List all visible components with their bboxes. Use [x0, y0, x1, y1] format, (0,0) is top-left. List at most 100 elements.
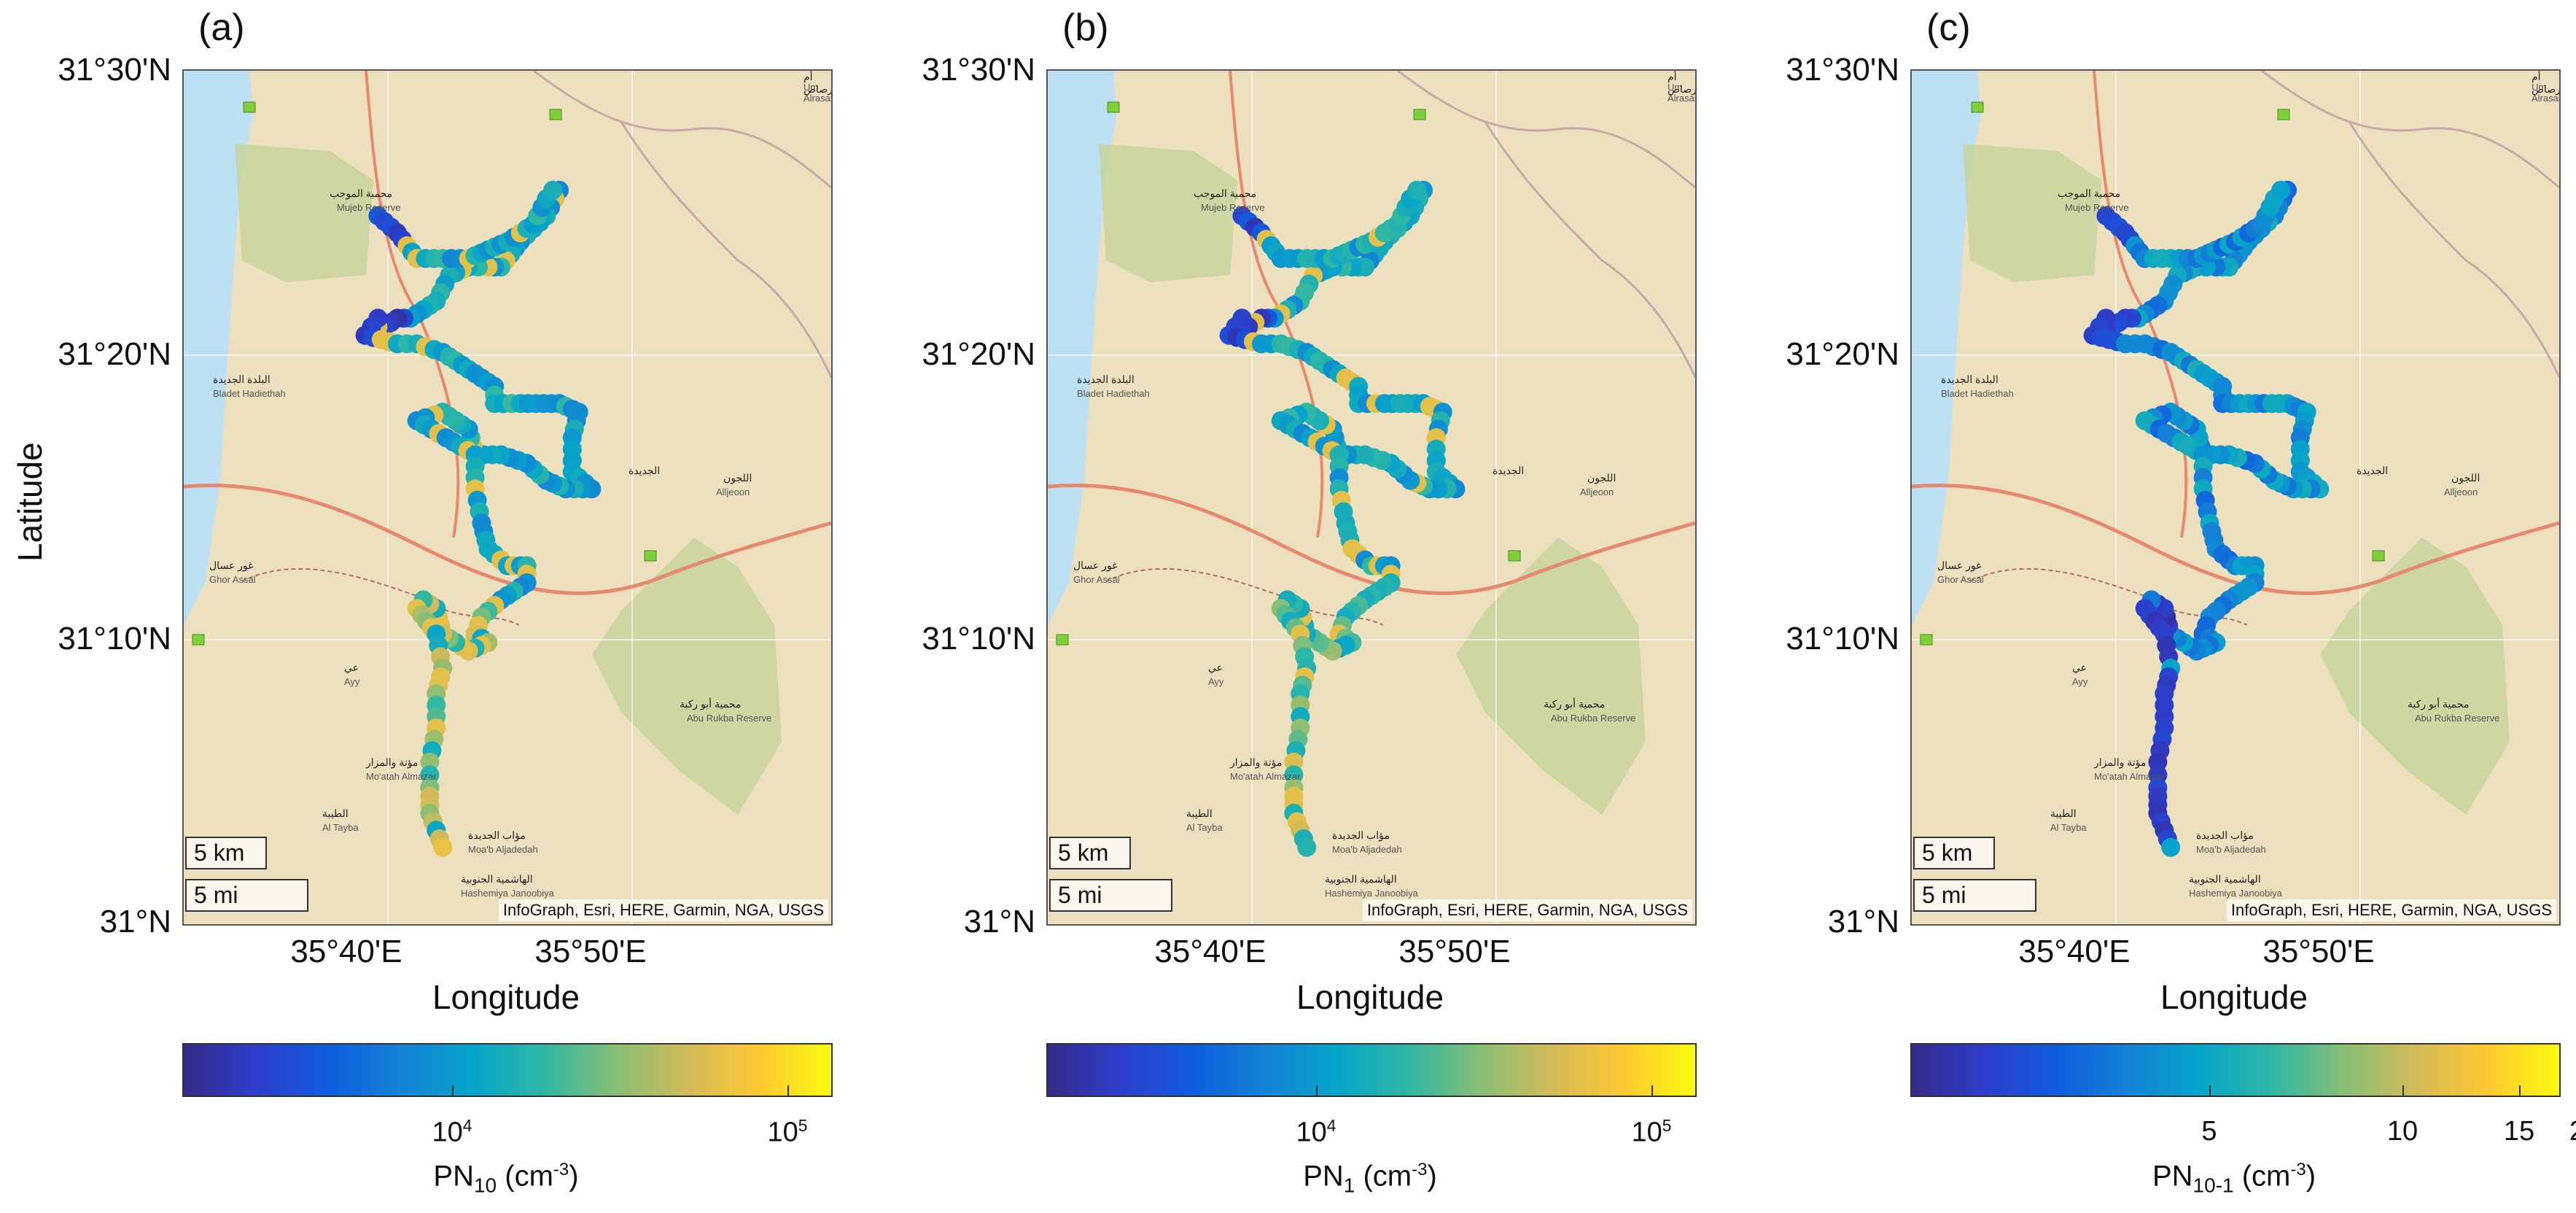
- longitude-tick-label: 35°40'E: [2018, 934, 2131, 969]
- longitude-tick-label: 35°50'E: [1398, 934, 1511, 969]
- highway-shield-icon: [644, 550, 657, 562]
- place-label: Ayy: [1208, 676, 1224, 687]
- colorbar-tick-label: 104: [432, 1116, 472, 1148]
- place-label: Mo'atah Almazar: [2094, 771, 2165, 782]
- place-label-arabic: الجديدة: [629, 465, 661, 476]
- secondary-road: [1484, 121, 1695, 378]
- place-label-arabic: أم الرصاص: [1668, 71, 1695, 95]
- panel-letter: (b): [1062, 7, 1109, 49]
- basemap[interactable]: Bladet Hadiethah Ghor Assal Alljeoon Ayy Mo'…: [1910, 69, 2561, 926]
- place-label: Ghor Assal: [1073, 574, 1120, 585]
- highway-shield-icon: [549, 109, 562, 120]
- place-label: Al Tayba: [322, 822, 359, 833]
- place-label-arabic: الطيبة: [322, 807, 349, 819]
- colorbar-tick-label: 20: [2569, 1116, 2576, 1147]
- place-label-arabic: اللجون: [723, 472, 752, 484]
- place-label: Um Alrasas: [803, 82, 833, 104]
- map-panel-2: (b) 31°30'N 31°20'N 31°10'N 31°N 35°40'E 35°50…: [864, 0, 1697, 1213]
- place-label-arabic: اللجون: [1587, 472, 1616, 484]
- scale-bar-mi: 5 mi: [185, 879, 308, 912]
- colorbar-label: PN1 (cm-3): [1303, 1160, 1437, 1197]
- place-label-arabic: مؤتة والمزار: [366, 756, 419, 768]
- colorbar: [1046, 1043, 1697, 1097]
- basemap[interactable]: Bladet Hadiethah Ghor Assal Alljeoon Ayy Mo'…: [182, 69, 833, 926]
- x-axis-label: Longitude: [1296, 978, 1444, 1016]
- place-label-arabic: محمية الموجب: [1194, 187, 1257, 199]
- place-label: Abu Rukba Reserve: [1551, 713, 1636, 724]
- place-label: Alljeoon: [716, 487, 750, 497]
- latitude-tick-label: 31°10'N: [1786, 621, 1899, 656]
- latitude-tick-label: 31°20'N: [922, 336, 1035, 372]
- measurement-point: [543, 180, 563, 200]
- abu-rukba-reserve-area: [592, 538, 782, 815]
- place-label-arabic: مؤتة والمزار: [1230, 756, 1283, 768]
- map-attribution: InfoGraph, Esri, HERE, Garmin, NGA, USGS: [1362, 899, 1692, 921]
- latitude-tick-label: 31°30'N: [922, 52, 1035, 88]
- latitude-tick-label: 31°N: [99, 904, 171, 939]
- colorbar-tick-label: 105: [767, 1116, 808, 1148]
- secondary-road: [2261, 71, 2559, 189]
- place-label: Ghor Assal: [1937, 574, 1984, 585]
- basemap[interactable]: Bladet Hadiethah Ghor Assal Alljeoon Ayy Mo'…: [1046, 69, 1697, 926]
- colorbar: [182, 1043, 833, 1097]
- place-label: Mo'atah Almazar: [366, 771, 437, 782]
- colorbar-label: PN10 (cm-3): [433, 1160, 579, 1197]
- place-label: Moa'b Aljadedah: [2196, 844, 2266, 855]
- scale-bar-km: 5 km: [185, 837, 267, 869]
- place-label: Mujeb Reserve: [337, 202, 401, 213]
- highway-shield-icon: [1971, 101, 1984, 113]
- measurement-point: [1297, 837, 1317, 857]
- colorbar-tick: [452, 1085, 454, 1096]
- longitude-tick-label: 35°40'E: [290, 934, 402, 969]
- latitude-tick-label: 31°30'N: [58, 52, 171, 88]
- place-label-arabic: مؤاب الجديدة: [1332, 829, 1390, 841]
- scale-bar-km: 5 km: [1913, 837, 1995, 869]
- colorbar-tick-label: 10: [2386, 1116, 2419, 1147]
- highway-shield-icon: [1413, 109, 1426, 120]
- x-axis-label: Longitude: [2160, 978, 2308, 1016]
- place-label: Bladet Hadiethah: [1941, 388, 2014, 399]
- panel-letter: (a): [198, 7, 245, 49]
- highway-shield-icon: [1056, 634, 1069, 646]
- measurement-point: [2271, 180, 2291, 200]
- boundary-line: [1969, 567, 2248, 626]
- place-label-arabic: الطيبة: [2050, 807, 2077, 819]
- latitude-tick-label: 31°20'N: [1786, 336, 1899, 372]
- place-label: Mo'atah Almazar: [1230, 771, 1301, 782]
- latitude-tick-label: 31°30'N: [1786, 52, 1899, 88]
- place-label: Mujeb Reserve: [1201, 202, 1265, 213]
- x-axis-label: Longitude: [432, 978, 580, 1016]
- place-label-arabic: غور عسال: [1073, 559, 1118, 571]
- map-panel-1: (a) 31°30'N 31°20'N 31°10'N 31°N 35°40'E 35°50…: [0, 0, 833, 1213]
- place-label-arabic: الهاشمية الجنوبية: [1325, 873, 1397, 885]
- place-label-arabic: البلدة الجديدة: [1077, 373, 1135, 385]
- colorbar-tick: [2209, 1085, 2211, 1096]
- highway-shield-icon: [2277, 109, 2290, 120]
- place-label-arabic: اللجون: [2451, 472, 2480, 484]
- place-label-arabic: عي: [344, 662, 359, 673]
- place-label: Moa'b Aljadedah: [468, 844, 538, 855]
- place-label-arabic: عي: [1208, 662, 1223, 673]
- place-label-arabic: الجديدة: [2357, 465, 2389, 476]
- secondary-road: [2348, 121, 2559, 378]
- colorbar-tick: [2519, 1085, 2521, 1096]
- colorbar-tick-label: 104: [1296, 1116, 1336, 1148]
- map-attribution: InfoGraph, Esri, HERE, Garmin, NGA, USGS: [498, 899, 828, 921]
- highway-shield-icon: [1107, 101, 1120, 113]
- colorbar-tick: [1651, 1085, 1653, 1096]
- place-label: Um Alrasas: [2532, 82, 2561, 104]
- place-label: Bladet Hadiethah: [213, 388, 286, 399]
- colorbar-tick-label: 105: [1631, 1116, 1672, 1148]
- secondary-road: [1397, 71, 1695, 189]
- place-label: Bladet Hadiethah: [1077, 388, 1150, 399]
- place-label: Ayy: [2072, 676, 2088, 687]
- place-label: Hashemiya Janoobiya: [2189, 888, 2282, 899]
- place-label-arabic: محمية أبو ركبة: [680, 698, 742, 710]
- place-label: Al Tayba: [1186, 822, 1223, 833]
- colorbar-tick-label: 15: [2503, 1116, 2535, 1147]
- measurement-point: [433, 837, 453, 857]
- latitude-tick-label: 31°N: [1827, 904, 1899, 939]
- boundary-line: [241, 567, 520, 626]
- abu-rukba-reserve-area: [1456, 538, 1646, 815]
- place-label-arabic: الهاشمية الجنوبية: [2189, 873, 2261, 885]
